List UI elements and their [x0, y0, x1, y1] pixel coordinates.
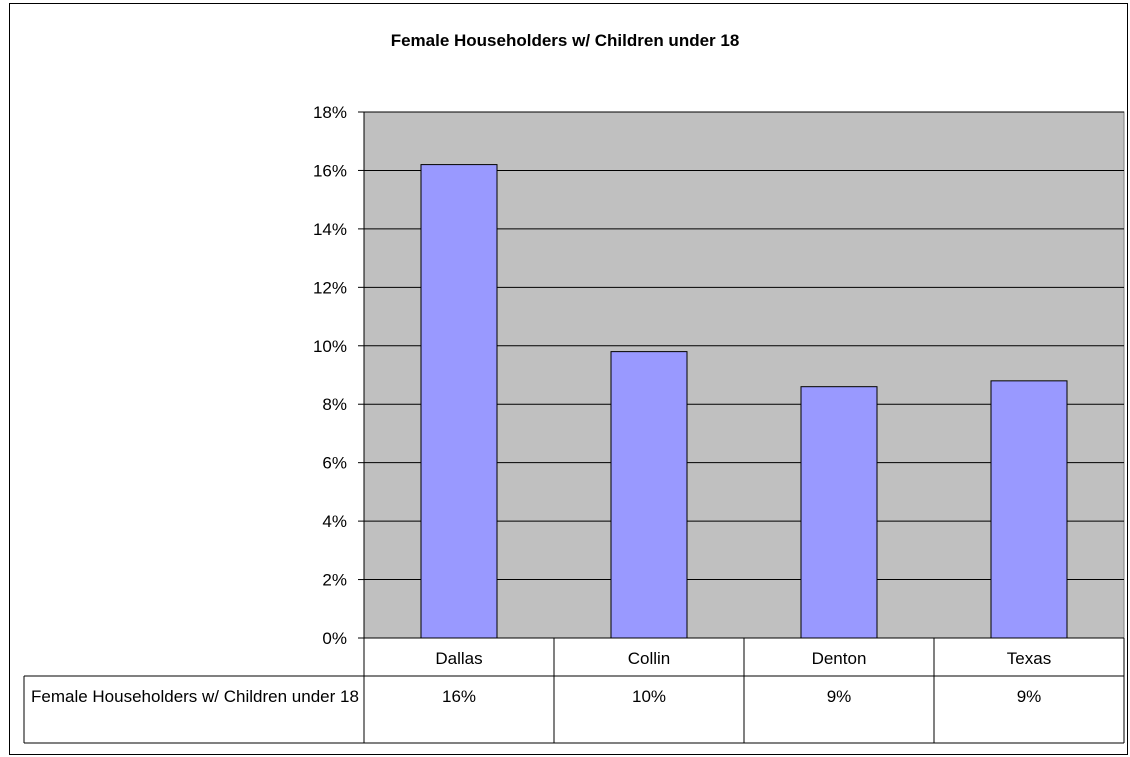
- table-value-label: 16%: [442, 687, 476, 706]
- table-row-label-line: Female Householders w/ Children under 18: [31, 687, 359, 706]
- bar-denton: [800, 386, 878, 639]
- y-tick-label: 6%: [322, 454, 347, 473]
- y-tick-label: 2%: [322, 571, 347, 590]
- y-tick-label: 18%: [313, 103, 347, 122]
- y-tick-label: 10%: [313, 337, 347, 356]
- y-tick-label: 14%: [313, 220, 347, 239]
- category-label: Texas: [1007, 649, 1051, 668]
- table-value-label: 9%: [1017, 687, 1042, 706]
- category-label: Dallas: [435, 649, 482, 668]
- y-tick-label: 16%: [313, 161, 347, 180]
- bar-dallas: [420, 164, 498, 639]
- bar-collin: [610, 351, 688, 639]
- table-value-label: 10%: [632, 687, 666, 706]
- bar-texas: [990, 380, 1068, 639]
- bars: [420, 164, 1068, 639]
- table-value-label: 9%: [827, 687, 852, 706]
- category-label: Collin: [628, 649, 671, 668]
- data-table: Dallas 16% Collin 10% Denton 9% Texas 9% Female …: [23, 638, 1125, 744]
- category-label: Denton: [812, 649, 867, 668]
- y-tick-label: 12%: [313, 278, 347, 297]
- y-tick-label: 0%: [322, 629, 347, 648]
- chart-title: Female Householders w/ Children under 18: [390, 31, 740, 50]
- y-axis-ticks: 0% 2% 4% 6% 8% 10% 12% 14% 16% 18%: [313, 103, 364, 648]
- y-tick-label: 4%: [322, 512, 347, 531]
- y-tick-label: 8%: [322, 395, 347, 414]
- table-row-label: Female Householders w/ Children under 18: [31, 687, 359, 706]
